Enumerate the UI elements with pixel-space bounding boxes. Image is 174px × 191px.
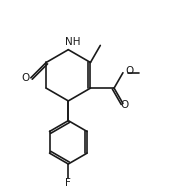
Text: O: O [125,66,133,76]
Text: O: O [22,73,30,83]
Text: NH: NH [65,37,81,47]
Text: O: O [121,100,129,110]
Text: F: F [65,178,71,188]
